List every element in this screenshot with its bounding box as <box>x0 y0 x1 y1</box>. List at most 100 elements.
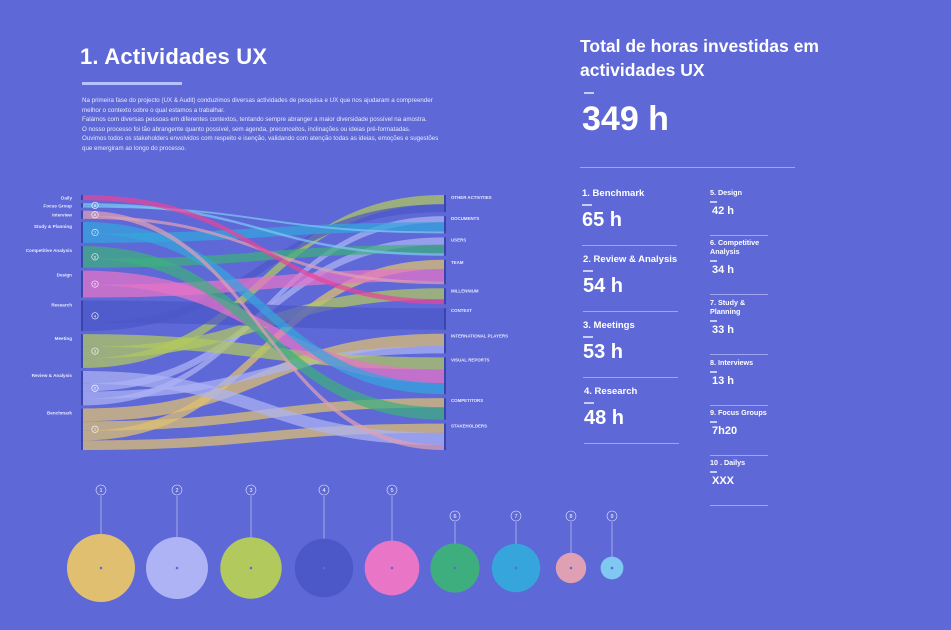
stat-label: 4. Research <box>584 386 638 397</box>
title-underline <box>82 82 182 85</box>
bubble-label-marker <box>386 484 398 496</box>
sankey-link <box>82 204 444 332</box>
sankey-target-label: CONTEXT <box>451 308 472 313</box>
bubble-label-marker <box>245 484 257 496</box>
stat-dash <box>583 336 593 338</box>
sankey-source-node <box>81 408 83 450</box>
stat-dash <box>584 402 594 404</box>
stat-divider <box>582 245 677 246</box>
sankey-target-label: VISUAL REPORTS <box>451 357 490 362</box>
intro-line: O nosso processo foi tão abrangente quan… <box>82 125 411 133</box>
sankey-source-node <box>81 195 83 201</box>
bubble-center-dot <box>453 566 457 570</box>
sankey-node-marker <box>91 384 99 392</box>
stat-value: 7h20 <box>712 425 738 437</box>
page-title: 1. Actividades UX <box>80 44 268 69</box>
stat-dash <box>710 421 717 423</box>
sankey-nodes: Daily Focus Group 9 Interview 8 Study & Plann… <box>26 195 508 450</box>
sankey-target-node <box>444 398 446 420</box>
bubble-label: 6 <box>453 514 456 520</box>
sankey-node-marker <box>91 312 99 320</box>
sankey-target-label: DOCUMENTS <box>451 216 479 221</box>
sankey-link <box>82 345 444 400</box>
sankey-node-marker <box>91 280 99 288</box>
sankey-node-marker <box>91 347 99 355</box>
stat-divider <box>584 443 679 444</box>
intro-line: Falámos com diversas pessoas em diferent… <box>82 116 427 124</box>
bubble-label-marker <box>318 484 330 496</box>
summary-divider <box>580 167 795 168</box>
sankey-source-label: Competitive Analysis <box>26 248 73 253</box>
bubble-label-marker <box>606 510 618 522</box>
sankey-source-label: Interview <box>52 213 72 218</box>
sankey-node-number: 3 <box>94 349 97 354</box>
sankey-target-label: STAKEHOLDERS <box>451 424 487 429</box>
stat-dash <box>583 270 593 272</box>
sankey-source-node <box>81 334 83 368</box>
sankey-target-node <box>444 357 446 395</box>
sankey-link <box>82 203 444 256</box>
sankey-source-node <box>81 300 83 332</box>
bubble-center-dot <box>99 566 103 570</box>
sankey-target-label: COMPETITORS <box>451 398 483 403</box>
bubble-label-marker <box>171 484 183 496</box>
bubble-center-dot <box>322 566 326 570</box>
stat-value: 13 h <box>712 375 735 387</box>
bubble-label: 7 <box>514 514 517 520</box>
stat-dash <box>710 260 717 262</box>
sankey-target-label: INTERNATIONAL PLAYERS <box>451 334 508 339</box>
sankey-node-marker <box>91 425 99 433</box>
stat-divider <box>710 405 768 406</box>
stat-value: 33 h <box>712 324 735 336</box>
bubble-label: 5 <box>390 488 393 494</box>
bubble-label: 8 <box>569 514 572 520</box>
bubble-center-dot <box>514 566 518 570</box>
bubble-label-marker <box>449 510 461 522</box>
bubble-label: 9 <box>610 514 613 520</box>
sankey-target-label: OTHER ACTIVITIES <box>451 195 492 200</box>
stat-label: 5. Design <box>710 188 742 197</box>
stat-divider <box>710 235 768 236</box>
total-hours: 349 h <box>582 100 669 138</box>
sankey-source-node <box>81 245 83 268</box>
dash-divider <box>584 92 594 94</box>
intro-text: Na primeira fase do projecto (UX & Audit… <box>82 96 472 154</box>
sankey-target-node <box>444 216 446 234</box>
sankey-link <box>82 300 444 330</box>
intro-line: Ouvimos todos os stakeholders envolvidos… <box>82 135 439 143</box>
stat-value: XXX <box>712 475 735 487</box>
bubble-label-marker <box>95 484 107 496</box>
sankey-node-number: 2 <box>94 386 97 391</box>
bubble-label: 3 <box>249 488 252 494</box>
sankey-target-node <box>444 423 446 450</box>
sankey-node-number: 6 <box>94 254 97 259</box>
stat-value: 48 h <box>584 407 625 429</box>
stat-label: 3. Meetings <box>583 320 635 331</box>
sankey-node-marker <box>91 201 99 209</box>
sankey-links <box>82 195 444 450</box>
sankey-source-node <box>81 203 83 208</box>
sankey-target-node <box>444 288 446 305</box>
sankey-source-label: Design <box>57 273 73 278</box>
sankey-node-marker <box>91 211 99 219</box>
stat-value: 42 h <box>712 205 735 217</box>
bubble-label: 1 <box>99 488 102 494</box>
stat-divider <box>710 455 768 456</box>
sankey-source-label: Review & Analysis <box>32 373 73 378</box>
intro-line: Na primeira fase do projecto (UX & Audit… <box>82 97 433 104</box>
bubble-label-marker <box>510 510 522 522</box>
stat-label: 2. Review & Analysis <box>583 254 678 265</box>
bubble-label: 2 <box>175 488 178 494</box>
bubble-center-dot <box>249 566 253 570</box>
bubble-center-dot <box>390 566 394 570</box>
stat-value: 34 h <box>712 264 735 276</box>
stat-divider <box>583 311 678 312</box>
sankey-target-label: MILLENNIUM <box>451 288 479 293</box>
sankey-target-node <box>444 308 446 330</box>
bubble-center-dot <box>610 566 614 570</box>
intro-line: melhor o contexto sobre o qual estamos a… <box>82 106 225 114</box>
sankey-source-label: Research <box>51 302 72 307</box>
sankey-chart: Daily Focus Group 9 Interview 8 Study & Plann… <box>26 195 508 450</box>
sankey-link <box>82 221 444 395</box>
sankey-target-node <box>444 237 446 256</box>
